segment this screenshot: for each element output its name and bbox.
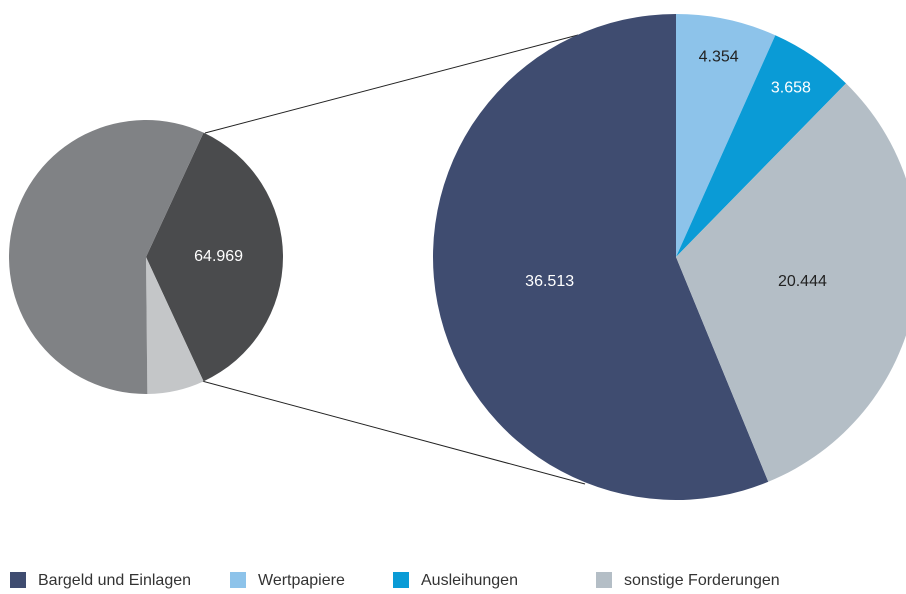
legend-swatch [230, 572, 246, 588]
slice-label: 4.354 [699, 49, 739, 66]
connector-line [204, 34, 579, 134]
pie-slice [676, 14, 776, 257]
legend-label: sonstige Forderungen [624, 572, 780, 589]
connector-line [201, 380, 586, 485]
legend-swatch [596, 572, 612, 588]
pie-slice [146, 257, 204, 394]
slice-label: 36.513 [525, 273, 574, 290]
legend-label: Ausleihungen [421, 572, 518, 589]
legend-swatch [10, 572, 26, 588]
pie-slice [146, 132, 283, 382]
slice-label: 20.444 [778, 273, 827, 290]
slice-label: 3.658 [771, 80, 811, 97]
legend-label: Wertpapiere [258, 572, 345, 589]
legend-label: Bargeld und Einlagen [38, 572, 191, 589]
pie-slice [676, 35, 847, 257]
pie-slice [676, 83, 906, 482]
pie-slice [432, 14, 769, 500]
slice-label: 64.969 [194, 248, 243, 265]
pie-slice [8, 120, 204, 395]
legend-swatch [393, 572, 409, 588]
